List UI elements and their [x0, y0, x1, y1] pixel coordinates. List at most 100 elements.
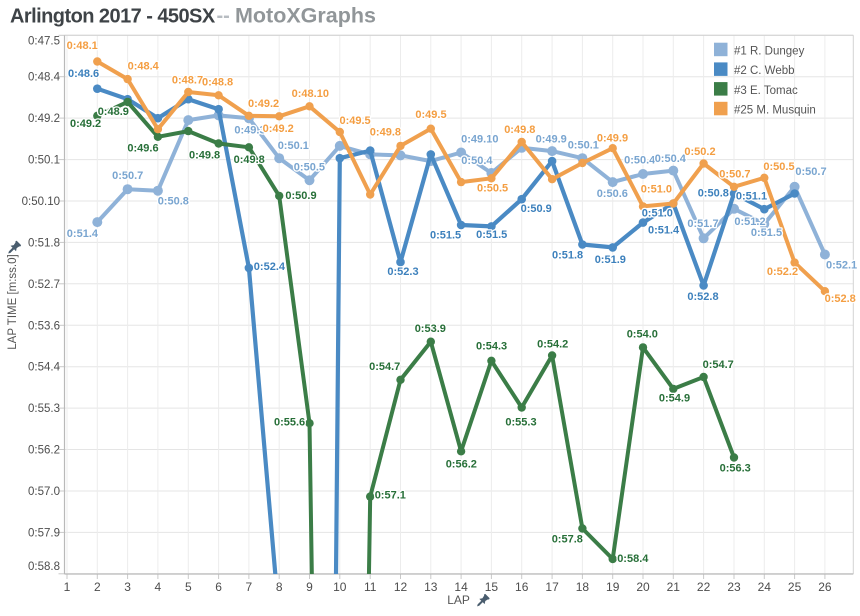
- svg-text:9: 9: [306, 580, 313, 594]
- svg-text:0:49.8: 0:49.8: [189, 149, 220, 161]
- svg-text:12: 12: [394, 580, 408, 594]
- svg-text:0:51.9: 0:51.9: [595, 254, 626, 266]
- svg-text:0:51.0: 0:51.0: [641, 183, 672, 195]
- svg-text:0:52.7: 0:52.7: [28, 279, 60, 291]
- svg-text:0:52.1: 0:52.1: [826, 259, 857, 271]
- svg-text:19: 19: [606, 580, 620, 594]
- svg-text:0:52.4: 0:52.4: [254, 261, 286, 273]
- svg-text:0:48.8: 0:48.8: [202, 77, 233, 89]
- svg-text:16: 16: [515, 580, 529, 594]
- svg-text:0:49.5: 0:49.5: [339, 115, 370, 127]
- svg-text:0:50.7: 0:50.7: [719, 169, 750, 181]
- svg-text:26: 26: [818, 580, 832, 594]
- svg-text:8: 8: [276, 580, 283, 594]
- svg-text:0:50.7: 0:50.7: [795, 166, 826, 178]
- svg-text:0:57.9: 0:57.9: [28, 527, 60, 539]
- svg-text:0:49.9: 0:49.9: [536, 133, 567, 145]
- svg-text:0:54.7: 0:54.7: [369, 361, 400, 373]
- svg-text:#25 M. Musquin: #25 M. Musquin: [734, 105, 816, 117]
- svg-text:2: 2: [94, 580, 101, 594]
- svg-text:0:49.8: 0:49.8: [234, 154, 265, 166]
- svg-text:3: 3: [124, 580, 131, 594]
- svg-text:0:49.10: 0:49.10: [461, 134, 498, 146]
- svg-text:0:51.5: 0:51.5: [430, 230, 461, 242]
- svg-text:21: 21: [667, 580, 681, 594]
- svg-text:0:49.3: 0:49.3: [234, 124, 265, 136]
- svg-text:0:48.9: 0:48.9: [98, 106, 129, 118]
- svg-text:0:53.6: 0:53.6: [28, 320, 60, 332]
- svg-text:0:53.9: 0:53.9: [415, 323, 446, 335]
- svg-text:0:54.2: 0:54.2: [537, 338, 568, 350]
- svg-text:0:54.7: 0:54.7: [703, 359, 734, 371]
- svg-text:24: 24: [758, 580, 772, 594]
- svg-text:MotoXGraphs: MotoXGraphs: [235, 4, 376, 28]
- svg-text:23: 23: [727, 580, 741, 594]
- svg-text:10: 10: [333, 580, 347, 594]
- svg-text:0:50.5: 0:50.5: [763, 161, 794, 173]
- svg-text:0:50.1: 0:50.1: [28, 155, 60, 167]
- svg-text:#2 C. Webb: #2 C. Webb: [734, 65, 795, 77]
- svg-text:17: 17: [545, 580, 559, 594]
- svg-text:0:50.8: 0:50.8: [158, 196, 189, 208]
- svg-text:0:49.5: 0:49.5: [415, 109, 446, 121]
- svg-text:11: 11: [364, 580, 377, 594]
- svg-text:0:50.1: 0:50.1: [278, 140, 309, 152]
- svg-text:0:50.5: 0:50.5: [477, 183, 508, 195]
- svg-text:0:54.0: 0:54.0: [627, 329, 658, 341]
- svg-text:0:49.2: 0:49.2: [248, 98, 279, 110]
- svg-text:0:51.8: 0:51.8: [28, 237, 60, 249]
- svg-text:0:50.9: 0:50.9: [521, 203, 552, 215]
- svg-text:0:57.1: 0:57.1: [375, 490, 406, 502]
- svg-text:Arlington 2017 - 450SX: Arlington 2017 - 450SX: [10, 6, 216, 28]
- svg-text:0:48.4: 0:48.4: [128, 60, 160, 72]
- svg-text:0:50.10: 0:50.10: [22, 196, 60, 208]
- svg-text:0:52.2: 0:52.2: [767, 266, 798, 278]
- svg-text:4: 4: [155, 580, 162, 594]
- svg-text:6: 6: [215, 580, 222, 594]
- svg-text:0:52.8: 0:52.8: [825, 293, 856, 305]
- svg-text:0:48.1: 0:48.1: [67, 40, 98, 52]
- svg-text:0:54.3: 0:54.3: [476, 341, 507, 353]
- svg-text:0:48.4: 0:48.4: [28, 72, 61, 84]
- svg-text:0:50.6: 0:50.6: [597, 188, 628, 200]
- svg-text:0:51.4: 0:51.4: [648, 224, 680, 236]
- svg-text:0:56.2: 0:56.2: [446, 458, 477, 470]
- svg-text:0:49.6: 0:49.6: [127, 142, 158, 154]
- svg-text:0:57.8: 0:57.8: [552, 534, 583, 546]
- svg-text:0:54.4: 0:54.4: [28, 362, 61, 374]
- svg-text:0:50.1: 0:50.1: [568, 139, 599, 151]
- svg-text:0:57.0: 0:57.0: [28, 486, 60, 498]
- svg-text:0:58.4: 0:58.4: [617, 553, 649, 565]
- svg-text:13: 13: [424, 580, 438, 594]
- svg-text:0:49.2: 0:49.2: [263, 123, 294, 135]
- svg-text:0:50.2: 0:50.2: [684, 146, 715, 158]
- svg-text:5: 5: [185, 580, 192, 594]
- svg-text:0:48.10: 0:48.10: [292, 88, 329, 100]
- svg-text:25: 25: [788, 580, 802, 594]
- svg-text:15: 15: [485, 580, 499, 594]
- svg-text:0:50.4: 0:50.4: [655, 153, 687, 165]
- svg-text:0:52.8: 0:52.8: [687, 291, 718, 303]
- svg-text:0:51.2: 0:51.2: [734, 216, 765, 228]
- svg-text:0:50.4: 0:50.4: [461, 155, 493, 167]
- svg-text:0:54.9: 0:54.9: [659, 392, 690, 404]
- svg-text:0:51.4: 0:51.4: [67, 228, 99, 240]
- svg-text:LAP: LAP: [447, 593, 470, 607]
- svg-text:0:51.1: 0:51.1: [736, 191, 767, 203]
- svg-text:0:55.3: 0:55.3: [28, 403, 60, 415]
- svg-text:0:51.5: 0:51.5: [476, 229, 507, 241]
- svg-text:0:49.2: 0:49.2: [28, 113, 60, 125]
- svg-text:0:48.6: 0:48.6: [68, 68, 99, 80]
- svg-text:1: 1: [64, 580, 71, 594]
- svg-text:#1 R. Dungey: #1 R. Dungey: [734, 45, 805, 57]
- svg-text:0:49.8: 0:49.8: [504, 124, 535, 136]
- svg-text:0:50.7: 0:50.7: [112, 170, 143, 182]
- svg-text:0:48.7: 0:48.7: [172, 75, 203, 87]
- svg-text:0:56.3: 0:56.3: [720, 462, 751, 474]
- svg-text:0:55.3: 0:55.3: [505, 416, 536, 428]
- svg-text:0:51.5: 0:51.5: [751, 227, 782, 239]
- svg-text:20: 20: [636, 580, 650, 594]
- svg-text:0:50.8: 0:50.8: [698, 187, 729, 199]
- svg-text:#3 E. Tomac: #3 E. Tomac: [734, 85, 798, 97]
- svg-text:0:55.6: 0:55.6: [274, 417, 305, 429]
